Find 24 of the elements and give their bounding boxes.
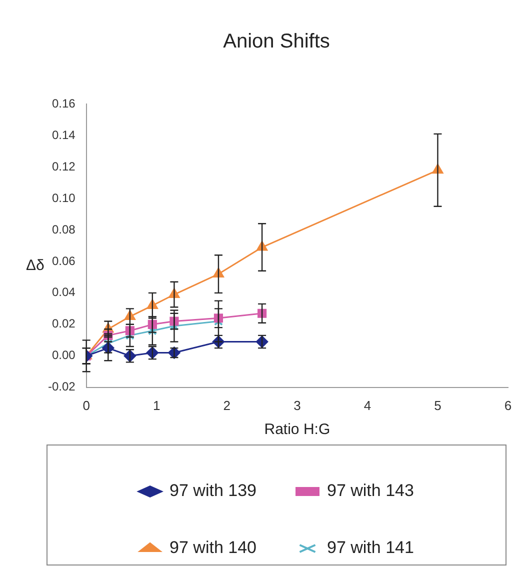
y-tick-label: 0.02 bbox=[52, 316, 76, 331]
y-tick-label: 0.14 bbox=[52, 128, 76, 142]
x-tick-label: 3 bbox=[294, 398, 301, 413]
x-axis-title: Ratio H:G bbox=[264, 421, 330, 438]
x-tick-label: 1 bbox=[153, 398, 160, 413]
x-tick-label: 6 bbox=[504, 398, 512, 413]
x-tick-label: 2 bbox=[223, 398, 231, 413]
y-tick-label: 0.00 bbox=[52, 348, 76, 362]
y-tick-label: 0.12 bbox=[52, 159, 76, 174]
x-tick-label: 0 bbox=[82, 398, 90, 413]
y-tick-label: 0.06 bbox=[52, 254, 76, 268]
legend-label: 97 with 143 bbox=[327, 481, 414, 500]
x-tick-label: 5 bbox=[434, 398, 442, 413]
y-tick-label: 0.10 bbox=[52, 190, 76, 205]
y-tick-label: 0.04 bbox=[52, 285, 76, 300]
legend-label: 97 with 139 bbox=[170, 481, 256, 500]
chart-title: Anion Shifts bbox=[223, 30, 330, 53]
legend-label: 97 with 141 bbox=[327, 538, 414, 558]
y-axis-title: Δδ bbox=[26, 256, 44, 274]
y-tick-label: -0.02 bbox=[48, 380, 76, 394]
y-tick-label: 0.08 bbox=[52, 222, 76, 236]
x-tick-label: 4 bbox=[364, 398, 372, 413]
legend-label: 97 with 140 bbox=[170, 538, 256, 558]
y-tick-label: 0.16 bbox=[52, 96, 76, 110]
